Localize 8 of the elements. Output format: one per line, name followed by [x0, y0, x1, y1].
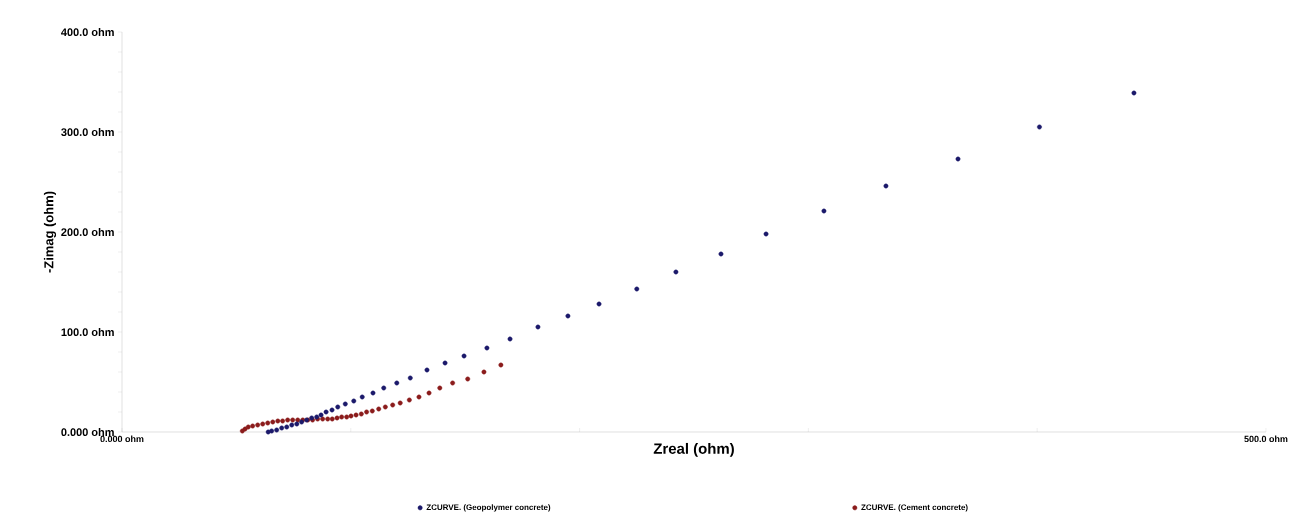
y-tick-label: 400.0 ohm: [61, 27, 114, 36]
y-tick-label: 0.000 ohm: [61, 427, 114, 436]
y-tick-label: 200.0 ohm: [61, 227, 114, 236]
y-tick-label: 300.0 ohm: [61, 127, 114, 136]
y-tick-label: 100.0 ohm: [61, 327, 114, 336]
x-tick-label: 500.0 ohm: [1244, 435, 1288, 442]
x-axis-title: Zreal (ohm): [653, 442, 734, 457]
y-axis-title: -Zimag (ohm): [43, 191, 57, 273]
